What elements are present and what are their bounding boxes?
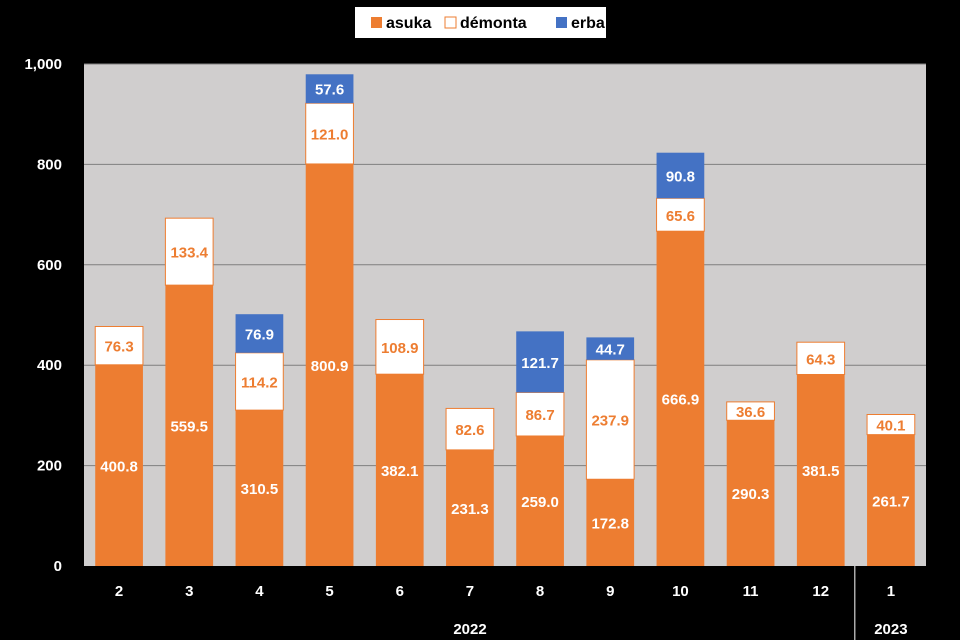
data-label: 121.7: [521, 355, 559, 372]
data-label: 666.9: [662, 392, 700, 409]
data-label: 290.3: [732, 486, 770, 503]
data-label: 82.6: [455, 422, 484, 439]
x-tick-label: 4: [255, 583, 264, 600]
bar-segment-démonta: [164, 217, 214, 286]
data-label: 261.7: [872, 493, 910, 510]
year-group-label: 2022: [453, 621, 486, 638]
bar-segment-erba: [235, 314, 284, 353]
legend-label: asuka: [386, 15, 431, 32]
bar-segment-asuka: [165, 285, 214, 566]
data-label: 86.7: [525, 407, 554, 424]
y-axis: 0 200 400 600 800 1,000: [24, 56, 62, 575]
bar-segment-erba: [586, 337, 635, 360]
bar-segment-asuka: [516, 435, 564, 566]
data-label: 36.6: [736, 404, 765, 421]
x-tick-label: 3: [185, 583, 193, 600]
x-tick-label: 7: [466, 583, 474, 600]
data-label: 559.5: [170, 419, 208, 436]
x-tick-label: 12: [812, 583, 829, 600]
legend-label: erba: [571, 15, 605, 32]
bar-segment-asuka: [726, 420, 775, 566]
bar-segment-erba: [305, 74, 354, 104]
data-label: 90.8: [666, 168, 695, 185]
bar-segment-asuka: [375, 374, 424, 566]
bar-segment-asuka: [95, 364, 143, 566]
legend-label: démonta: [460, 15, 527, 32]
data-label: 310.5: [241, 481, 279, 498]
y-tick-label: 800: [37, 156, 62, 173]
legend-swatch-erba: [556, 17, 567, 28]
bar-segment-démonta: [445, 407, 495, 451]
data-label: 259.0: [521, 494, 559, 511]
bars: 400.8 76.3 559.5 133.4 310.5 114.2 76.9 800.9 12…: [94, 74, 916, 567]
y-tick-label: 200: [37, 458, 62, 475]
legend-swatch-démonta: [444, 16, 457, 29]
x-tick-label: 2: [115, 583, 123, 600]
data-label: 114.2: [241, 374, 278, 391]
bar-segment-asuka: [446, 449, 494, 566]
data-label: 40.1: [876, 418, 905, 435]
bar-segment-asuka: [796, 374, 845, 566]
bar-segment-démonta: [585, 359, 635, 480]
legend: asuka démonta erba: [355, 7, 606, 38]
x-tick-label: 6: [396, 583, 404, 600]
bar-segment-démonta: [375, 319, 425, 375]
x-tick-label: 1: [887, 583, 895, 600]
data-label: 121.0: [311, 127, 349, 144]
data-label: 382.1: [381, 463, 419, 480]
data-label: 44.7: [596, 342, 625, 359]
bar-segment-démonta: [866, 413, 916, 436]
legend-swatch-asuka: [371, 17, 382, 28]
y-tick-label: 400: [37, 357, 62, 374]
data-label: 76.9: [245, 326, 274, 343]
plot-area: [84, 64, 926, 566]
gridlines: [84, 63, 926, 467]
x-tick-label: 5: [325, 583, 333, 600]
bar-segment-démonta: [515, 391, 565, 437]
data-label: 133.4: [170, 245, 208, 262]
y-tick-label: 600: [37, 257, 62, 274]
bar-segment-démonta: [796, 341, 846, 375]
bar-segment-asuka: [867, 434, 915, 566]
data-label: 76.3: [104, 339, 133, 356]
year-group-label: 2023: [874, 621, 907, 638]
x-tick-label: 9: [606, 583, 614, 600]
data-label: 65.6: [666, 208, 695, 225]
data-label: 57.6: [315, 82, 344, 99]
data-label: 800.9: [311, 358, 349, 375]
x-tick-label: 10: [672, 583, 689, 600]
bar-segment-démonta: [726, 401, 775, 421]
bar-segment-asuka: [235, 410, 284, 566]
data-label: 64.3: [806, 351, 835, 368]
data-label: 400.8: [100, 458, 138, 475]
y-tick-label: 0: [54, 558, 62, 575]
x-tick-label: 11: [743, 583, 759, 600]
data-label: 231.3: [451, 501, 489, 518]
bar-segment-erba: [516, 331, 564, 393]
y-tick-label: 1,000: [24, 56, 62, 73]
bar-segment-asuka: [305, 163, 354, 567]
bar-segment-erba: [656, 152, 705, 199]
bar-segment-démonta: [94, 325, 144, 366]
data-label: 381.5: [802, 463, 840, 480]
x-tick-label: 8: [536, 583, 544, 600]
bar-segment-asuka: [586, 479, 635, 566]
bar-segment-démonta: [656, 197, 705, 232]
x-axis: 2 3 4 5 6 7 8 9 10 11 12 1 2022 2023: [115, 566, 908, 640]
bar-segment-asuka: [656, 231, 705, 567]
data-label: 108.9: [381, 340, 419, 357]
data-label: 237.9: [591, 413, 629, 430]
data-label: 172.8: [591, 516, 629, 533]
